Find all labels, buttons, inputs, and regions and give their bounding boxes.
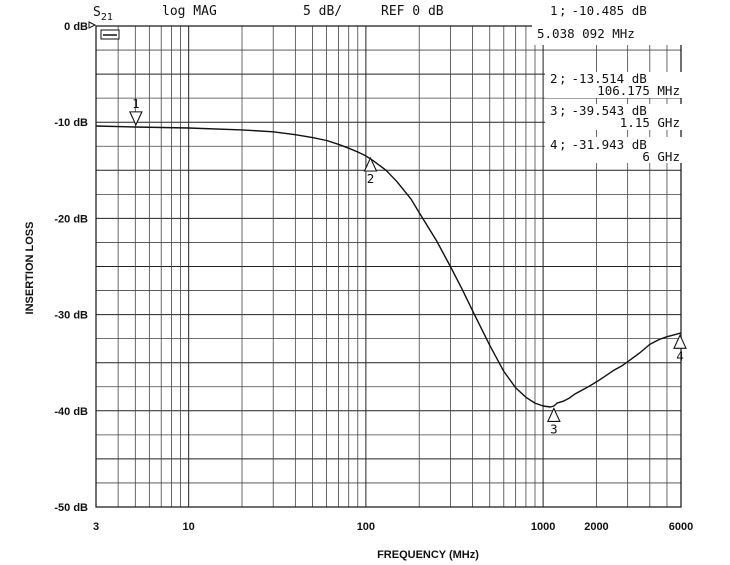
marker-1-triangle — [129, 111, 143, 127]
marker-3-triangle — [546, 407, 561, 422]
x-tick-label: 6000 — [669, 521, 693, 533]
marker-readout-4: 4 ; -31.943 dB 6 GHz — [545, 137, 682, 164]
marker-1-label: 1 — [132, 96, 140, 111]
reference-position-indicator — [88, 21, 120, 40]
marker-3-value: ; -39.543 dB — [559, 103, 647, 118]
tick-labels: 0 dB -10 dB -20 dB -30 dB -40 dB -50 dB 3 10 100… — [54, 21, 693, 533]
marker-readout-2: 2 ; -13.514 dB 106.175 MHz — [545, 71, 682, 98]
plot-frame — [95, 25, 682, 508]
marker-2-number: 2 — [550, 71, 558, 86]
marker-3-label: 3 — [550, 421, 558, 436]
marker-3-freq: 1.15 GHz — [620, 115, 680, 130]
x-tick-label: 10 — [183, 521, 195, 533]
parameter-label: S21 — [93, 5, 113, 23]
marker-2-triangle — [363, 156, 378, 172]
x-axis-title: FREQUENCY (MHz) — [377, 549, 479, 561]
marker-4-number: 4 — [550, 137, 558, 152]
x-tick-label: 3 — [93, 521, 99, 533]
marker-3-number: 3 — [550, 103, 558, 118]
marker-2-label: 2 — [367, 171, 375, 186]
marker-2-value: ; -13.514 dB — [559, 71, 647, 86]
insertion-loss-trace — [95, 125, 682, 408]
marker-1-number: 1 — [550, 3, 558, 18]
marker-1-freq: 5.038 092 MHz — [537, 26, 635, 41]
y-axis-title: INSERTION LOSS — [24, 222, 36, 315]
x-tick-label: 100 — [357, 521, 375, 533]
marker-2-freq: 106.175 MHz — [597, 83, 680, 98]
marker-4-freq: 6 GHz — [642, 149, 680, 164]
format-label: log MAG — [162, 4, 217, 19]
grid — [95, 25, 682, 508]
marker-4-triangle — [673, 333, 687, 349]
y-tick-label: -50 dB — [54, 502, 88, 514]
scale-label: 5 dB/ — [303, 4, 342, 19]
marker-readout-3: 3 ; -39.543 dB 1.15 GHz — [545, 103, 682, 130]
marker-4-label: 4 — [676, 348, 684, 363]
y-tick-label: -20 dB — [54, 213, 88, 225]
plot-border — [95, 25, 682, 508]
x-tick-label: 1000 — [531, 521, 555, 533]
y-tick-label: -10 dB — [54, 117, 88, 129]
reference-label: REF 0 dB — [381, 4, 444, 19]
marker-1-value: ; -10.485 dB — [559, 3, 647, 18]
y-tick-label: -30 dB — [54, 310, 88, 322]
y-tick-label: -40 dB — [54, 406, 88, 418]
marker-4-value: ; -31.943 dB — [559, 137, 647, 152]
marker-readout-1: 1 ; -10.485 dB 5.038 092 MHz — [532, 3, 682, 45]
x-tick-label: 2000 — [584, 521, 608, 533]
y-tick-label: 0 dB — [64, 21, 88, 33]
marker-layer: 1 2 3 4 — [129, 96, 687, 436]
trace-layer — [95, 125, 682, 408]
